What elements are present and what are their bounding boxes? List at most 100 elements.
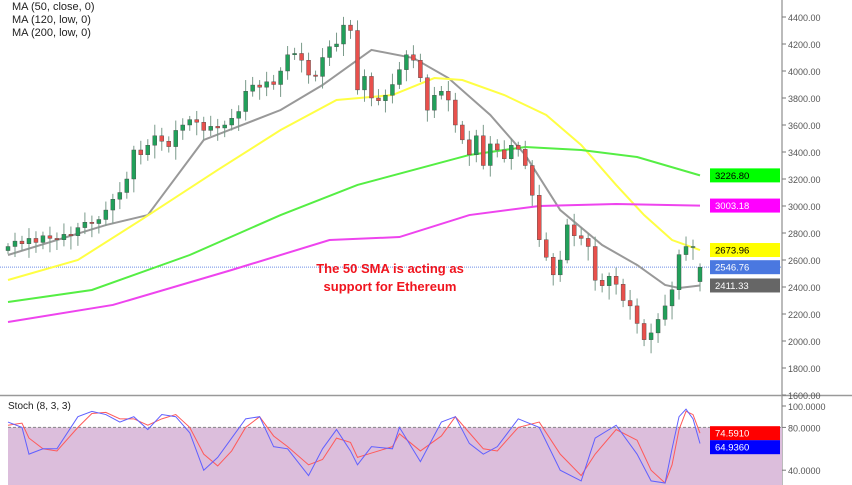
candle-up [26,238,32,244]
moving-average-line [7,48,701,289]
price-tick-label: 1600.00 [788,391,821,401]
stoch-tick-label: 80.0000 [788,423,821,433]
candle-down [376,97,381,101]
candle-up [390,84,395,96]
candle-down [68,234,74,236]
candle-down [299,53,304,61]
moving-average-line [7,77,701,281]
candle-down [453,99,458,126]
stoch-k-tag-bg [710,440,780,455]
candle-up [110,199,116,211]
candle-up [103,209,109,220]
candle-down [47,235,53,239]
candle-up [558,259,563,276]
price-tick-label: 2200.00 [788,310,821,320]
candle-down [166,140,171,147]
candle-up [488,143,493,166]
candle-up [264,81,269,88]
candle-up [250,84,255,92]
candle-up [509,145,514,159]
candle-down [138,149,144,155]
legend-item-ma200: MA (200, low, 0) [12,27,91,39]
candle-up [222,124,227,129]
price-tick-label: 3600.00 [788,121,821,131]
candle-up [327,46,332,58]
candle-up [432,95,437,111]
candle-down [495,143,500,151]
price-tick-label: 4400.00 [788,13,821,23]
ma120-price-tag-bg [710,243,780,258]
candle-down [627,300,633,307]
candle-down [194,119,199,123]
candle-down [313,74,318,77]
ma120-price-tag: 2673.96 [715,246,749,257]
candle-down [592,246,598,281]
price-tick-label: 2400.00 [788,283,821,293]
stoch-d-tag-bg [710,426,780,441]
stoch-tick-label: 100.0000 [788,402,826,412]
candle-down [19,240,25,245]
annotation-line-2: support for Ethereum [323,279,457,294]
candle-up [40,235,46,243]
candle-up [334,43,339,47]
candle-up [362,76,367,91]
candle-down [369,76,374,99]
candle-up [117,192,123,200]
candle-down [634,305,640,324]
candle-down [516,145,521,150]
candle-down [620,284,626,301]
legend-item-ma50: MA (50, close, 0) [12,1,95,13]
candle-up [683,246,689,255]
ma200-price-tag-bg [710,168,780,183]
candle-up [229,118,234,126]
stoch-tick-label: 40.0000 [788,466,821,476]
candle-down [530,165,535,196]
price-tick-label: 3000.00 [788,202,821,212]
candle-down [306,60,311,76]
stoch-title: Stoch (8, 3, 3) [8,401,71,412]
candle-up [61,234,67,240]
candle-up [82,221,88,228]
stoch-d-line [7,410,701,484]
candle-down [33,238,39,243]
candle-up [320,57,325,77]
candle-up [404,54,409,70]
ma-magenta-price-tag-bg [710,198,780,213]
candle-down [257,84,262,88]
candle-down [481,135,486,166]
candle-up [173,130,178,147]
candle-up [697,266,703,282]
price-tick-label: 2800.00 [788,229,821,239]
ma-magenta-price-tag: 3003.18 [715,201,749,212]
candle-down [54,238,60,240]
candle-up [278,70,283,85]
candle-down [467,139,472,155]
candle-up [145,145,150,155]
candle-down [537,194,542,240]
price-tick-label: 2000.00 [788,337,821,347]
candle-up [12,240,18,247]
candle-down [502,149,507,159]
candle-down [159,135,164,142]
candle-up [606,276,612,286]
stoch-band [8,427,782,485]
candle-up [180,124,185,131]
stoch-d-tag: 74.5910 [715,429,749,440]
candle-down [585,238,591,247]
price-tick-label: 3200.00 [788,175,821,185]
candle-down [460,124,465,141]
candle-up [669,289,675,307]
last-price-tag-bg [710,260,780,275]
candle-up [474,135,479,155]
candle-up [690,246,696,248]
price-tick-label: 3400.00 [788,148,821,158]
candle-down [215,126,220,129]
indicator-legend: MA (50, close, 0) MA (120, low, 0) MA (2… [12,1,95,40]
moving-average-line [7,146,701,303]
candle-up [187,119,192,126]
candle-up [5,246,11,251]
candle-up [397,69,402,85]
legend-item-ma120: MA (120, low, 0) [12,14,91,26]
moving-average-line [7,202,701,323]
